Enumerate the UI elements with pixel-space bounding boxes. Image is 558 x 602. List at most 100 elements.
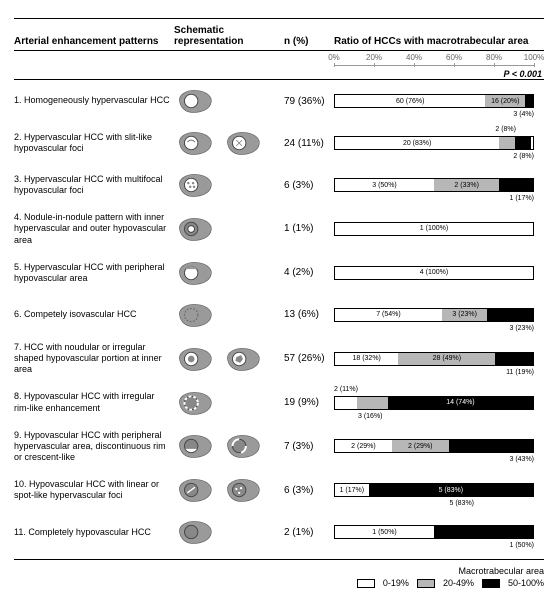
tick-100: 100% (524, 53, 544, 62)
row-ratio: 18 (32%)28 (49%)11 (19%) (334, 352, 534, 366)
row-label: 6. Competely isovascular HCC (14, 309, 174, 320)
row-schema (174, 388, 284, 418)
liver-icon (174, 170, 216, 200)
stacked-bar: 1 (17%)5 (83%) (334, 483, 534, 497)
row-ratio: 20 (83%)2 (8%)2 (8%) (334, 136, 534, 150)
row-n: 24 (11%) (284, 138, 334, 149)
row-n: 13 (6%) (284, 309, 334, 320)
stacked-bar: 18 (32%)28 (49%) (334, 352, 534, 366)
row-n: 79 (36%) (284, 96, 334, 107)
bar-wrap: 1 (50%)1 (50%) (334, 525, 534, 539)
bar-segment-mid: 3 (23%) (442, 309, 488, 321)
bar-segment-mid: 2 (33%) (434, 179, 499, 191)
liver-icon (174, 475, 216, 505)
swatch-low-icon (357, 579, 375, 588)
row-n: 6 (3%) (284, 180, 334, 191)
row-label: 11. Completely hypovascular HCC (14, 527, 174, 538)
legend-hi: 50-100% (508, 578, 544, 588)
bar-segment-hi (515, 137, 531, 149)
bar-annotation: 2 (8%) (513, 153, 534, 160)
stacked-bar: 7 (54%)3 (23%) (334, 308, 534, 322)
tick-20: 20% (366, 53, 382, 62)
bar-annotation: 2 (11%) (334, 386, 358, 393)
liver-icon (174, 431, 216, 461)
row-label: 3. Hypervascular HCC with multifocal hyp… (14, 174, 174, 197)
bar-wrap: 7 (54%)3 (23%)3 (23%) (334, 308, 534, 322)
row-schema (174, 431, 284, 461)
bar-segment-hi (499, 179, 533, 191)
row-n: 4 (2%) (284, 267, 334, 278)
stacked-bar: 14 (74%) (334, 396, 534, 410)
bar-annotation: 1 (50%) (509, 542, 534, 549)
rows-container: 1. Homogeneously hypervascular HCC79 (36… (14, 80, 544, 553)
liver-icon (174, 86, 216, 116)
stacked-bar: 1 (100%) (334, 222, 534, 236)
row-schema (174, 128, 284, 158)
bar-segment-hi (487, 309, 533, 321)
bar-segment-low: 1 (100%) (335, 223, 533, 235)
row-label: 4. Nodule-in-nodule pattern with inner h… (14, 212, 174, 246)
row-label: 8. Hypovascular HCC with irregular rim-l… (14, 391, 174, 414)
hdr-schema: Schematic representation (174, 25, 284, 47)
row-ratio: 1 (17%)5 (83%)5 (83%) (334, 483, 534, 497)
table-row: 6. Competely isovascular HCC 13 (6%)7 (54… (14, 294, 544, 336)
swatch-hi-icon (482, 579, 500, 588)
bar-segment-low: 1 (17%) (335, 484, 369, 496)
row-n: 6 (3%) (284, 485, 334, 496)
liver-icon (222, 431, 264, 461)
bar-segment-low: 60 (76%) (335, 95, 485, 107)
bar-annotation: 1 (17%) (509, 195, 534, 202)
row-ratio: 60 (76%)16 (20%)3 (4%) (334, 94, 534, 108)
row-ratio: 4 (100%) (334, 266, 534, 280)
bar-wrap: 4 (100%) (334, 266, 534, 280)
row-n: 1 (1%) (284, 223, 334, 234)
tick-80: 80% (486, 53, 502, 62)
row-label: 5. Hypervascular HCC with peripheral hyp… (14, 262, 174, 285)
bar-wrap: 14 (74%)2 (11%)3 (16%) (334, 396, 534, 410)
liver-icon (174, 300, 216, 330)
bar-wrap: 3 (50%)2 (33%)1 (17%) (334, 178, 534, 192)
stacked-bar: 4 (100%) (334, 266, 534, 280)
row-n: 2 (1%) (284, 527, 334, 538)
bar-segment-low: 1 (50%) (335, 526, 434, 538)
bar-segment-low: 3 (50%) (335, 179, 434, 191)
stacked-bar: 60 (76%)16 (20%) (334, 94, 534, 108)
footer-rule (14, 559, 544, 560)
bar-wrap: 20 (83%)2 (8%)2 (8%) (334, 136, 534, 150)
legend-mid: 20-49% (443, 578, 474, 588)
legend-low: 0-19% (383, 578, 409, 588)
liver-icon (174, 517, 216, 547)
row-schema (174, 86, 284, 116)
row-schema (174, 517, 284, 547)
liver-icon (174, 258, 216, 288)
bar-annotation: 3 (16%) (358, 413, 383, 420)
bar-annotation: 3 (4%) (513, 111, 534, 118)
bar-annotation: 3 (43%) (509, 456, 534, 463)
row-schema (174, 258, 284, 288)
row-schema (174, 475, 284, 505)
bar-segment-hi (495, 353, 533, 365)
table-row: 7. HCC with noudular or irregular shaped… (14, 336, 544, 382)
liver-icon (174, 214, 216, 244)
row-n: 57 (26%) (284, 353, 334, 364)
axis-line (334, 65, 534, 71)
liver-icon (222, 128, 264, 158)
legend: Macrotrabecular area 0-19% 20-49% 50-100… (14, 566, 544, 588)
row-label: 7. HCC with noudular or irregular shaped… (14, 342, 174, 376)
table-row: 11. Completely hypovascular HCC2 (1%)1 (… (14, 511, 544, 553)
row-schema (174, 214, 284, 244)
bar-segment-low (335, 397, 357, 409)
row-schema (174, 300, 284, 330)
table-row: 5. Hypervascular HCC with peripheral hyp… (14, 252, 544, 294)
hdr-pattern: Arterial enhancement patterns (14, 36, 174, 47)
row-ratio: 2 (29%)2 (29%)3 (43%) (334, 439, 534, 453)
hdr-ratio: Ratio of HCCs with macrotrabecular area (334, 36, 534, 47)
stacked-bar: 3 (50%)2 (33%) (334, 178, 534, 192)
bar-segment-mid: 16 (20%) (485, 95, 525, 107)
bar-segment-low: 7 (54%) (335, 309, 442, 321)
table-row: 8. Hypovascular HCC with irregular rim-l… (14, 382, 544, 424)
legend-title: Macrotrabecular area (14, 566, 544, 576)
bar-segment-hi: 14 (74%) (388, 397, 533, 409)
bar-annotation: 2 (8%) (495, 126, 516, 133)
bar-wrap: 60 (76%)16 (20%)3 (4%) (334, 94, 534, 108)
